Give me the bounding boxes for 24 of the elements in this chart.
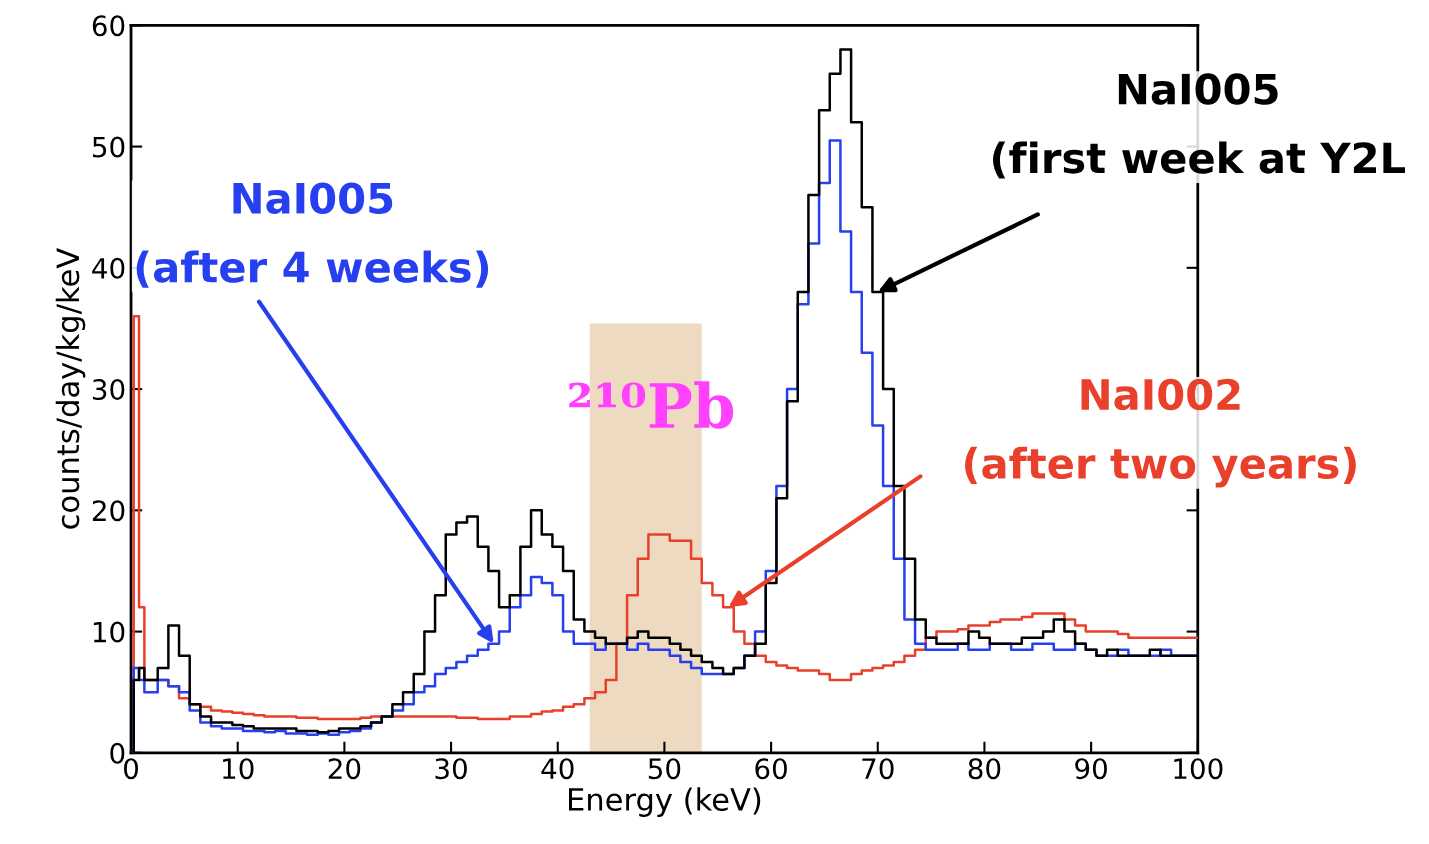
- x-tick-label: 10: [223, 758, 254, 780]
- y-tick-label: 60: [92, 15, 125, 37]
- y-tick-label: 50: [92, 136, 125, 158]
- annotation: NaI005 (after 4 weeks): [136, 182, 489, 288]
- y-tick-label: 30: [92, 379, 125, 401]
- x-axis-title: Energy (keV): [569, 787, 761, 817]
- x-tick-label: 50: [648, 758, 681, 780]
- x-tick-label: 20: [328, 758, 361, 780]
- band-label: ²¹⁰Pb: [569, 381, 734, 429]
- y-tick-label: 0: [110, 742, 125, 764]
- x-tick-label: 60: [755, 758, 787, 780]
- y-tick-label: 20: [92, 500, 125, 522]
- y-tick-label: 10: [93, 621, 125, 643]
- x-tick-label: 90: [1075, 758, 1107, 780]
- annotation: NaI002 (after two years): [965, 378, 1356, 488]
- y-tick-label: 40: [92, 257, 125, 279]
- annotation: NaI005 (first week at Y2L: [993, 73, 1406, 179]
- x-tick-label: 80: [968, 758, 1001, 780]
- x-tick-label: 0: [124, 758, 139, 780]
- x-tick-label: 70: [862, 758, 894, 780]
- x-tick-label: 100: [1174, 758, 1223, 780]
- x-tick-label: 40: [541, 758, 574, 780]
- y-axis-title: counts/day/kg/keV: [55, 248, 86, 529]
- x-tick-label: 30: [435, 758, 467, 780]
